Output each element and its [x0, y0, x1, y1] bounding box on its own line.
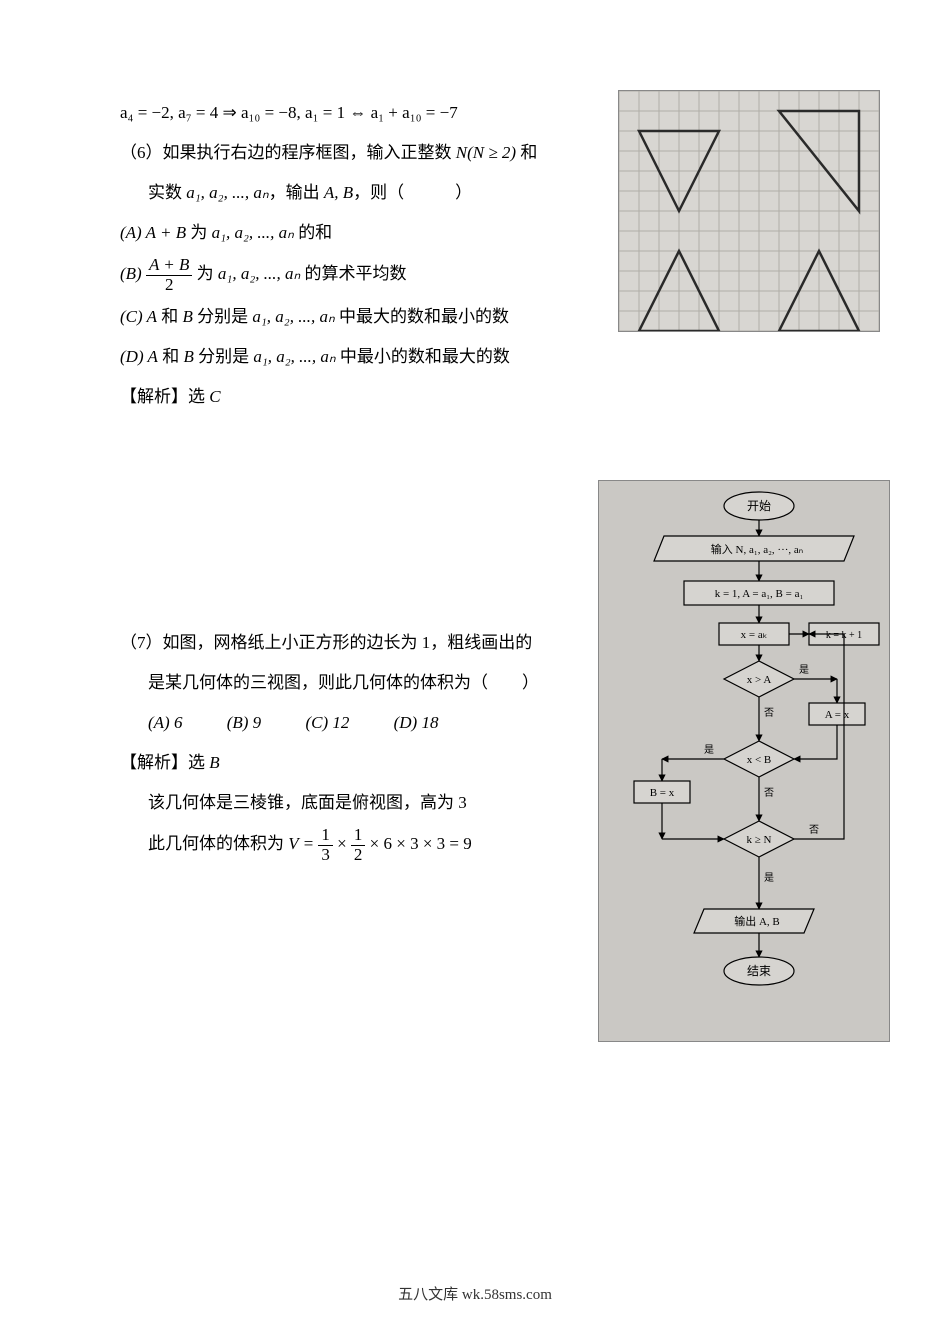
q6-optD-pre: (D) [120, 347, 148, 366]
figure-flowchart: 开始 输入 N, a₁, a₂, ···, aₙ k = 1, A = a₁, … [598, 480, 890, 1042]
svg-text:开始: 开始 [747, 499, 771, 513]
q7-f1n: 1 [318, 826, 333, 846]
q6-optB-den: 2 [146, 276, 192, 295]
q7-f1d: 3 [318, 846, 333, 865]
q6-optD-A: A [148, 347, 158, 366]
q6-optC-and: 和 [157, 307, 183, 326]
q7-answer-val: B [209, 753, 219, 772]
q7-f2d: 2 [351, 846, 366, 865]
q6-optB-num: A + B [146, 256, 192, 276]
q6-optC-seq: a₁, a₂, ..., aₙ [252, 307, 334, 326]
q6-optC-A: A [147, 307, 157, 326]
q6-answer: 【解析】选 C [120, 380, 840, 414]
q6-stem1-math: N(N ≥ 2) [456, 143, 516, 162]
svg-text:输出 A, B: 输出 A, B [734, 914, 780, 928]
q6-optB-mid: 为 [192, 264, 218, 283]
svg-text:x = aₖ: x = aₖ [741, 629, 768, 641]
q7-optD: (D) 18 [394, 713, 439, 732]
q7-rest: × 6 × 3 × 3 = 9 [365, 834, 471, 853]
svg-text:是: 是 [799, 664, 809, 676]
q7-optA: (A) 6 [148, 713, 182, 732]
q6-stem2-post: ，则（ ） [353, 183, 472, 202]
q7-optC: (C) 12 [305, 713, 349, 732]
q7-optB: (B) 9 [227, 713, 261, 732]
q6-optC-post: 中最大的数和最小的数 [335, 307, 509, 326]
q6-answer-pre: 【解析】选 [120, 387, 209, 406]
q6-optB-pre: (B) [120, 264, 146, 283]
q6-stem2-pre: 实数 [148, 183, 186, 202]
q6-optA-seq: a₁, a₂, ..., aₙ [212, 223, 294, 242]
q6-optD-and: 和 [158, 347, 184, 366]
q6-optB-seq: a₁, a₂, ..., aₙ [218, 264, 300, 283]
svg-text:否: 否 [809, 824, 819, 836]
q6-answer-val: C [209, 387, 220, 406]
q7-f2n: 1 [351, 826, 366, 846]
q7-answer-pre: 【解析】选 [120, 753, 209, 772]
svg-text:k = 1, A = a₁, B = a₁: k = 1, A = a₁, B = a₁ [715, 588, 804, 600]
svg-text:A = x: A = x [825, 709, 850, 721]
svg-text:结束: 结束 [747, 964, 771, 978]
q6-stem2-mid: ，输出 [269, 183, 324, 202]
q6-optA-mid: 为 [186, 223, 212, 242]
q6-optA-math: A + B [146, 223, 186, 242]
q6-optD-post: 中最小的数和最大的数 [336, 347, 510, 366]
page-footer: 五八文库 wk.58sms.com [0, 1283, 950, 1304]
q6-optA-pre: (A) [120, 223, 146, 242]
svg-text:输入 N, a₁, a₂, ···, aₙ: 输入 N, a₁, a₂, ···, aₙ [711, 542, 803, 556]
q6-stem1-pre: （6）如果执行右边的程序框图，输入正整数 [120, 143, 456, 162]
q6-optD-mid: 分别是 [194, 347, 254, 366]
q7-expl2-V: V = [288, 834, 318, 853]
q6-option-d: (D) A 和 B 分别是 a₁, a₂, ..., aₙ 中最小的数和最大的数 [120, 340, 840, 374]
q6-optD-seq: a₁, a₂, ..., aₙ [253, 347, 335, 366]
svg-text:是: 是 [764, 872, 774, 884]
q6-stem1-post: 和 [516, 143, 537, 162]
q6-stem2-ab: A, B [324, 183, 353, 202]
svg-text:k ≥ N: k ≥ N [747, 834, 772, 846]
q6-optA-post: 的和 [294, 223, 332, 242]
svg-text:B = x: B = x [650, 787, 675, 799]
svg-text:否: 否 [764, 787, 774, 799]
q6-optC-pre: (C) [120, 307, 147, 326]
q7-expl2-pre: 此几何体的体积为 [148, 834, 288, 853]
figure-three-views [618, 90, 880, 332]
q6-stem2-seq: a₁, a₂, ..., aₙ [186, 183, 268, 202]
svg-text:x > A: x > A [747, 674, 772, 686]
q6-optC-B: B [183, 307, 193, 326]
q7-x1: × [333, 834, 351, 853]
q6-optD-B: B [183, 347, 193, 366]
svg-text:是: 是 [704, 744, 714, 756]
svg-text:k = k + 1: k = k + 1 [826, 630, 862, 641]
svg-text:否: 否 [764, 707, 774, 719]
q6-optC-mid: 分别是 [193, 307, 253, 326]
q6-optB-post: 的算术平均数 [300, 264, 406, 283]
svg-text:x < B: x < B [747, 754, 772, 766]
